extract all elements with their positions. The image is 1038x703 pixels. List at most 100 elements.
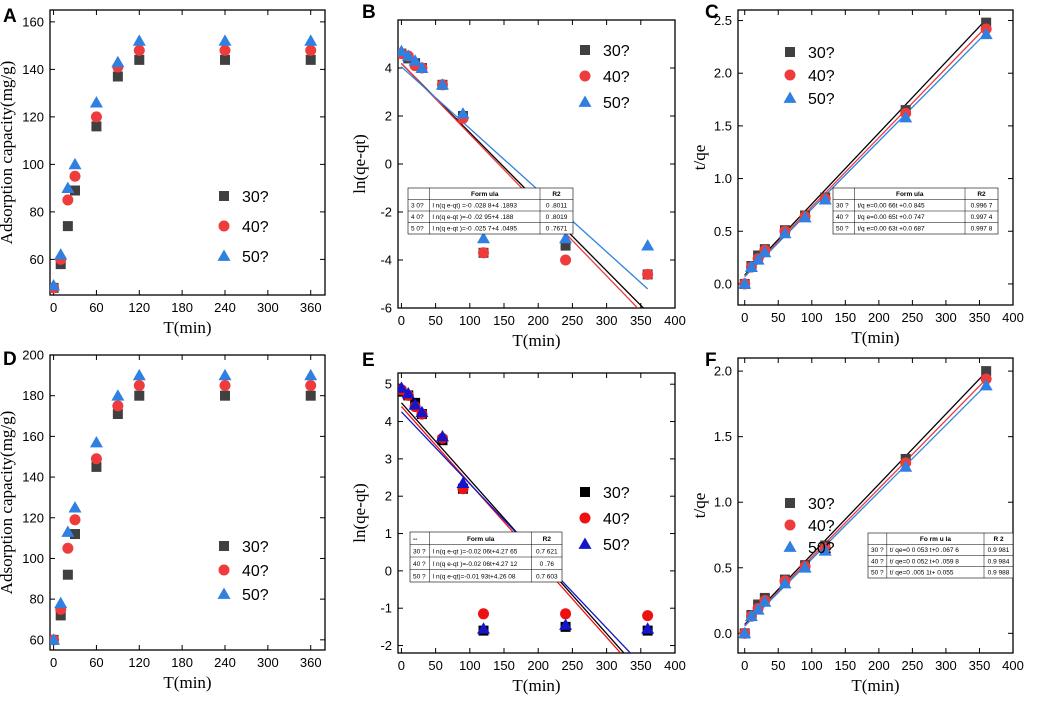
y-tick-label: -4 <box>380 253 392 268</box>
data-point <box>560 240 571 251</box>
x-tick-label: 120 <box>128 300 150 315</box>
table-header: R2 <box>552 191 561 198</box>
panel-letter: E <box>362 350 375 371</box>
y-tick-label: 60 <box>30 632 44 647</box>
data-point <box>778 226 792 239</box>
series-30 <box>50 390 316 645</box>
panel-letter: B <box>362 2 376 23</box>
panel-letter: F <box>705 350 717 371</box>
x-axis-title: T(min) <box>851 328 899 347</box>
legend-marker <box>217 587 231 599</box>
x-tick-label: 150 <box>834 658 856 673</box>
x-tick-label: 250 <box>902 310 924 325</box>
legend-marker <box>784 519 796 531</box>
legend-label: 30? <box>808 496 835 513</box>
x-tick-label: 360 <box>300 300 322 315</box>
panel-letter: A <box>3 6 17 27</box>
table-cell: 30 ? <box>871 547 884 554</box>
y-tick-label: 1.5 <box>714 429 732 444</box>
plot-frame <box>737 357 1014 654</box>
y-tick-label: 0.5 <box>714 560 732 575</box>
data-point <box>305 44 317 56</box>
data-point <box>738 277 752 289</box>
data-point <box>220 390 230 401</box>
legend-label: 40? <box>808 518 835 535</box>
x-axis-title: T(min) <box>163 318 211 337</box>
data-layer <box>50 34 318 294</box>
y-tick-label: 1.0 <box>714 495 732 510</box>
legend-label: 40? <box>242 563 269 580</box>
legend-marker <box>785 498 795 508</box>
table-cell: 30 ? <box>836 203 849 210</box>
x-tick-label: 100 <box>801 658 823 673</box>
table-header: Form ula <box>467 536 495 543</box>
data-point <box>70 185 80 196</box>
legend-marker <box>578 537 592 549</box>
data-point <box>751 603 765 615</box>
legend-marker <box>578 95 592 107</box>
x-tick-label: 50 <box>428 313 442 328</box>
data-point <box>641 239 655 251</box>
table-header: Form ula <box>471 191 499 198</box>
data-layer <box>50 368 318 646</box>
formula-table: Fo rm u la R 2 30 ? t/ qe=0 0 053 t+0 .067 … <box>867 532 1014 579</box>
data-point <box>68 501 82 513</box>
data-point <box>758 245 772 258</box>
y-tick-label: 160 <box>22 429 44 444</box>
data-point <box>62 542 74 554</box>
data-point <box>818 193 832 205</box>
table-cell: 50 ? <box>413 573 426 580</box>
legend-marker <box>218 564 230 576</box>
table-cell: 0.7 603 <box>536 573 558 580</box>
series-50 <box>738 27 993 289</box>
data-point <box>68 157 82 170</box>
y-tick-label: 0.5 <box>714 224 732 239</box>
data-point <box>111 389 125 401</box>
panel-b: 0 50 100 150 200 250 300 350 400 -6 -4 -2 0 2 4 T(min) l… <box>350 2 686 350</box>
data-point <box>69 514 81 526</box>
table-cell: t/q e=0.00 63t +0.0 687 <box>857 226 925 233</box>
data-point <box>62 194 74 206</box>
x-axis-title: T(min) <box>512 676 560 695</box>
legend-label: 30? <box>242 189 269 206</box>
series-50 <box>50 34 318 291</box>
x-tick-label: 0 <box>741 658 748 673</box>
fit-line-3 <box>400 66 649 290</box>
table-cell: l n(q e-qt )=-0.02 06t+4.27 12 <box>433 561 518 568</box>
data-point <box>477 608 489 620</box>
data-point <box>798 211 812 223</box>
x-tick-label: 180 <box>171 655 193 670</box>
data-point <box>218 34 232 46</box>
panel-c: 0 50 100 150 200 250 300 350 400 0.0 0.5 1.0 1.5 2.0 2… <box>690 2 1024 347</box>
data-point <box>70 529 80 540</box>
table-cell: 0.7 621 <box>536 548 558 555</box>
plot-frame <box>397 19 676 309</box>
data-point <box>456 107 470 119</box>
plot-frame <box>397 372 676 654</box>
y-tick-label: 1.0 <box>714 171 732 186</box>
legend-label: 30? <box>603 43 630 60</box>
formula-table: Form ula R2 3 0? l n(q e-qt) =-0 .028 8+4 .… <box>407 187 574 235</box>
table-cell: l n(q e-qt )=-0.02 06t+4.27 65 <box>433 548 518 555</box>
x-tick-label: 150 <box>493 313 515 328</box>
y-tick-label: 180 <box>22 388 44 403</box>
y-tick-label: 120 <box>22 109 44 124</box>
data-point <box>55 610 66 621</box>
x-tick-label: 200 <box>527 313 549 328</box>
y-tick-label: 0.0 <box>714 276 732 291</box>
table-header: -- <box>413 536 417 543</box>
series-40 <box>50 44 317 294</box>
x-tick-label: 50 <box>771 658 785 673</box>
data-point <box>90 111 102 123</box>
x-tick-label: 400 <box>1002 310 1024 325</box>
x-tick-label: 240 <box>214 300 236 315</box>
data-point <box>62 221 73 232</box>
legend-label: 50? <box>603 537 630 554</box>
data-point <box>132 34 146 46</box>
data-point <box>798 561 812 573</box>
legend-label: 40? <box>242 219 269 236</box>
panel-f: 0 50 100 150 200 250 300 350 400 0.0 0.5 1.0 1.5 2.0 T… <box>690 350 1024 695</box>
data-point <box>435 78 449 90</box>
x-tick-label: 0 <box>50 655 57 670</box>
data-point <box>112 409 123 419</box>
